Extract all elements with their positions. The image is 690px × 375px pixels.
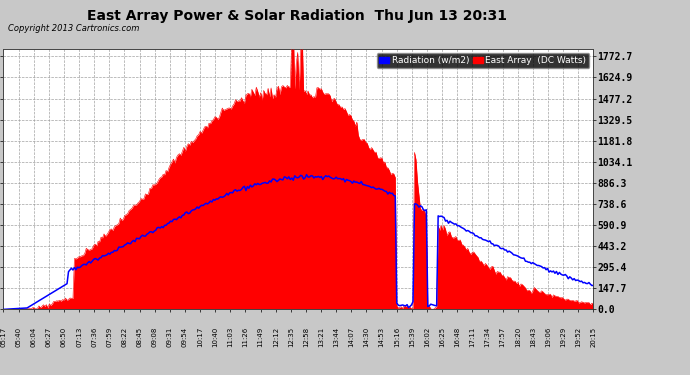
Legend: Radiation (w/m2), East Array  (DC Watts): Radiation (w/m2), East Array (DC Watts)	[377, 53, 589, 68]
Text: 12:35: 12:35	[288, 327, 294, 347]
Text: 08:22: 08:22	[121, 327, 128, 347]
Text: East Array Power & Solar Radiation  Thu Jun 13 20:31: East Array Power & Solar Radiation Thu J…	[87, 9, 506, 23]
Text: 06:50: 06:50	[61, 327, 67, 347]
Text: 13:44: 13:44	[333, 327, 339, 347]
Text: 12:58: 12:58	[303, 327, 309, 347]
Text: 15:39: 15:39	[409, 327, 415, 347]
Text: Copyright 2013 Cartronics.com: Copyright 2013 Cartronics.com	[8, 24, 139, 33]
Text: 14:30: 14:30	[364, 327, 370, 347]
Text: 12:12: 12:12	[273, 327, 279, 347]
Text: 19:06: 19:06	[545, 327, 551, 348]
Text: 16:48: 16:48	[454, 327, 460, 347]
Text: 19:29: 19:29	[560, 327, 566, 347]
Text: 16:25: 16:25	[439, 327, 445, 347]
Text: 17:11: 17:11	[469, 327, 475, 348]
Text: 07:36: 07:36	[91, 327, 97, 348]
Text: 06:04: 06:04	[30, 327, 37, 347]
Text: 09:54: 09:54	[182, 327, 188, 347]
Text: 20:15: 20:15	[591, 327, 596, 347]
Text: 18:43: 18:43	[530, 327, 536, 347]
Text: 05:17: 05:17	[1, 327, 6, 347]
Text: 13:21: 13:21	[318, 327, 324, 347]
Text: 09:08: 09:08	[152, 327, 158, 348]
Text: 14:07: 14:07	[348, 327, 355, 347]
Text: 19:52: 19:52	[575, 327, 581, 347]
Text: 09:31: 09:31	[167, 327, 173, 348]
Text: 17:57: 17:57	[500, 327, 506, 347]
Text: 16:02: 16:02	[424, 327, 430, 347]
Text: 18:20: 18:20	[515, 327, 521, 347]
Text: 14:53: 14:53	[379, 327, 384, 347]
Text: 07:59: 07:59	[106, 327, 112, 347]
Text: 11:26: 11:26	[242, 327, 248, 347]
Text: 10:17: 10:17	[197, 327, 203, 348]
Text: 08:45: 08:45	[137, 327, 143, 347]
Text: 11:03: 11:03	[227, 327, 233, 348]
Text: 17:34: 17:34	[484, 327, 491, 347]
Text: 06:27: 06:27	[46, 327, 52, 347]
Text: 07:13: 07:13	[76, 327, 82, 348]
Text: 11:49: 11:49	[257, 327, 264, 347]
Text: 15:16: 15:16	[394, 327, 400, 347]
Text: 05:40: 05:40	[16, 327, 21, 347]
Text: 10:40: 10:40	[213, 327, 218, 347]
